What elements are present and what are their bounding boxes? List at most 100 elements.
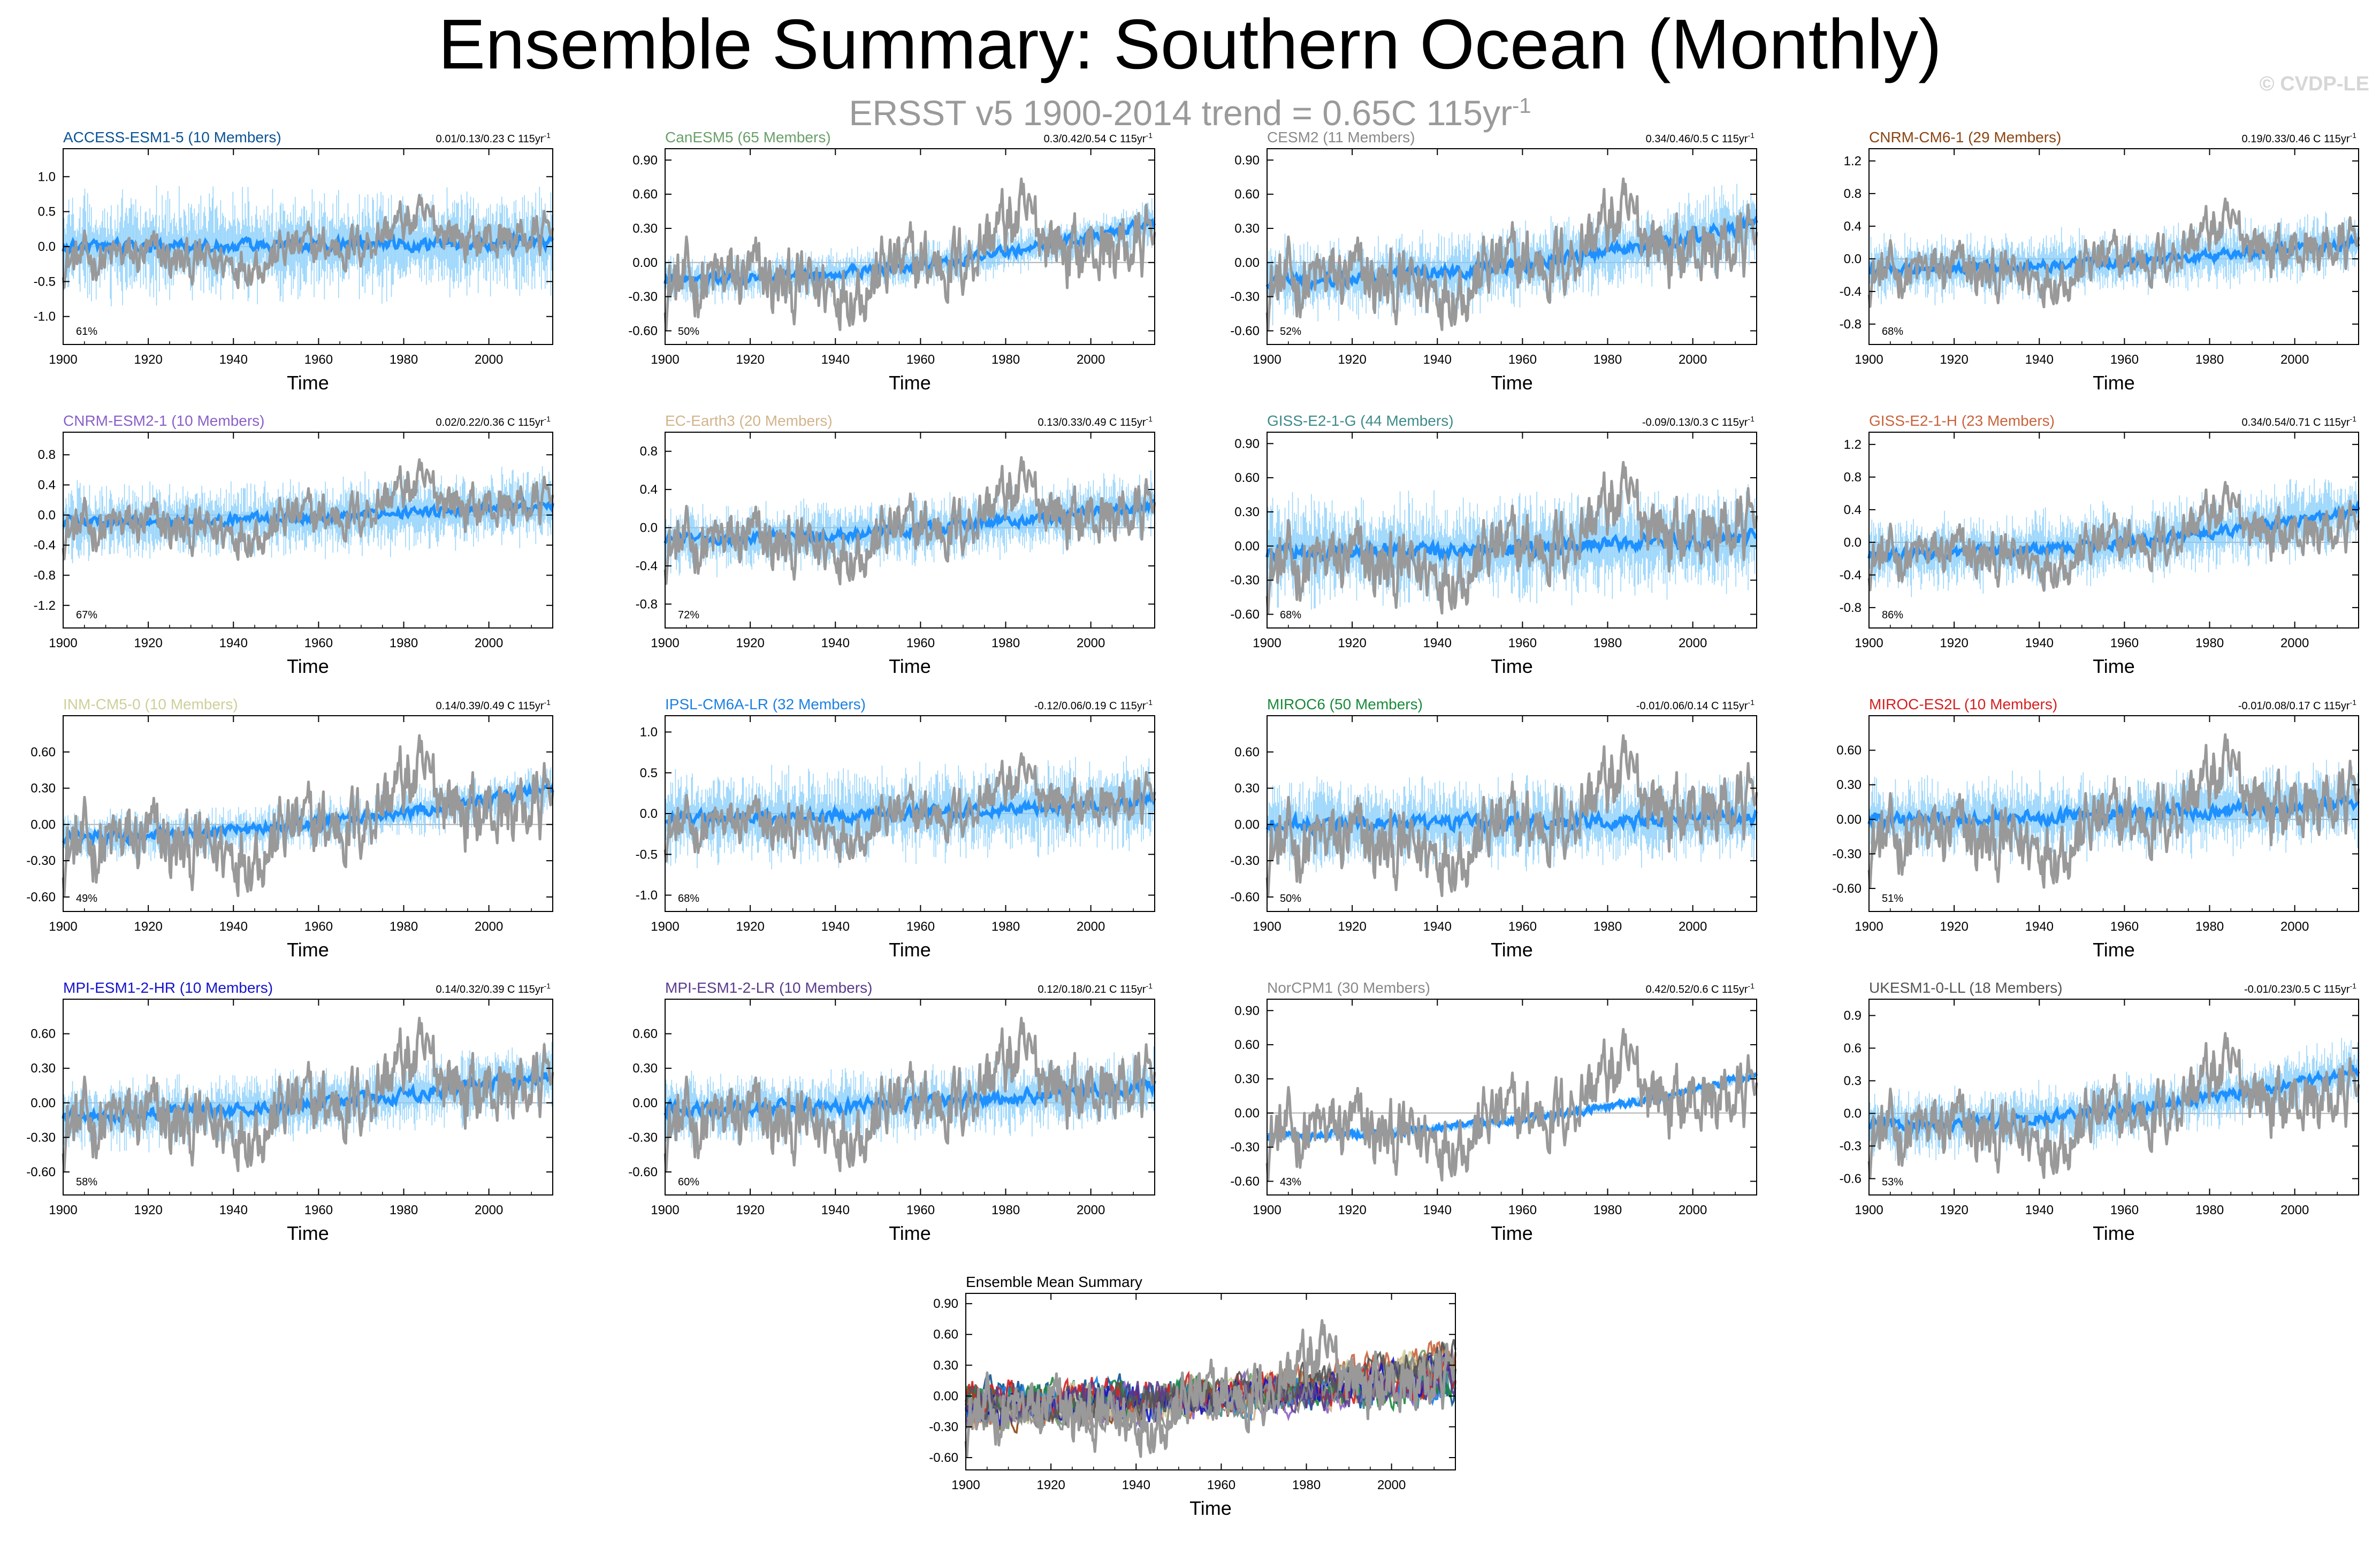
- panel-title: UKESM1-0-LL (18 Members): [1869, 979, 2063, 996]
- y-tick-label: -0.30: [929, 1420, 958, 1434]
- x-tick-label: 1960: [906, 919, 935, 934]
- x-tick-label: 1900: [651, 1203, 679, 1217]
- panel-title: MIROC6 (50 Members): [1267, 696, 1423, 712]
- x-tick-label: 2000: [1077, 919, 1105, 934]
- panel-title: CanESM5 (65 Members): [665, 129, 831, 145]
- panel-title: IPSL-CM6A-LR (32 Members): [665, 696, 866, 712]
- y-tick-label: 0.00: [30, 817, 56, 832]
- x-tick-label: 1900: [1855, 1203, 1883, 1217]
- x-tick-label: 2000: [1679, 1203, 1707, 1217]
- y-tick-label: 0.0: [38, 240, 56, 254]
- y-tick-label: -1.0: [636, 888, 658, 903]
- panel-title: MPI-ESM1-2-LR (10 Members): [665, 979, 872, 996]
- y-tick-label: 0.00: [1234, 256, 1260, 270]
- x-tick-label: 1920: [1940, 1203, 1968, 1217]
- trend-label: 0.01/0.13/0.23 C 115yr-1: [436, 131, 551, 145]
- x-tick-label: 2000: [2280, 919, 2309, 934]
- panel-title: ACCESS-ESM1-5 (10 Members): [63, 129, 281, 145]
- chart-panel-mpi-esm1-2-hr: MPI-ESM1-2-HR (10 Members) 0.14/0.32/0.39…: [26, 979, 554, 1244]
- y-tick-label: 0.6: [1844, 1041, 1862, 1056]
- plot-frame: [1868, 999, 2359, 1196]
- y-tick-label: 0.60: [1234, 471, 1260, 485]
- percent-label: 50%: [678, 326, 699, 338]
- x-tick-label: 2000: [1377, 1478, 1406, 1492]
- x-tick-label: 1920: [1338, 919, 1366, 934]
- y-tick-label: 1.2: [1844, 154, 1862, 168]
- chart-panel-ukesm1-0-ll: UKESM1-0-LL (18 Members) -0.01/0.23/0.5 C…: [1840, 979, 2360, 1244]
- y-tick-label: 0.30: [1234, 221, 1260, 236]
- x-tick-label: 1980: [390, 919, 418, 934]
- chart-panel-giss-e2-1-h: GISS-E2-1-H (23 Members) 0.34/0.54/0.71 C…: [1840, 412, 2360, 677]
- y-tick-label: 0.30: [30, 781, 56, 796]
- x-tick-label: 1960: [906, 636, 935, 650]
- x-tick-label: 2000: [1077, 636, 1105, 650]
- y-tick-label: -1.0: [34, 310, 56, 324]
- x-tick-label: 1980: [1292, 1478, 1321, 1492]
- plot-frame: [1868, 432, 2359, 629]
- y-tick-label: -0.5: [34, 274, 56, 289]
- y-tick-label: 0.00: [1234, 539, 1260, 554]
- observed-line: [62, 1016, 554, 1173]
- x-tick-label: 1960: [1207, 1478, 1235, 1492]
- y-tick-label: -0.3: [1840, 1139, 1862, 1154]
- y-tick-label: 0.30: [632, 1061, 658, 1076]
- x-tick-label: 1960: [2110, 919, 2139, 934]
- y-tick-label: -0.60: [1832, 882, 1862, 896]
- y-tick-label: -0.60: [929, 1451, 958, 1465]
- y-tick-label: -0.30: [1230, 1140, 1260, 1155]
- y-tick-label: 0.60: [632, 1027, 658, 1041]
- x-tick-label: 1940: [219, 1203, 248, 1217]
- x-tick-label: 1980: [2195, 636, 2224, 650]
- x-tick-label: 1940: [821, 919, 850, 934]
- x-tick-label: 1940: [1423, 636, 1452, 650]
- x-tick-label: 1920: [1338, 1203, 1366, 1217]
- y-tick-label: -0.30: [26, 854, 56, 868]
- trend-label: 0.12/0.18/0.21 C 115yr-1: [1038, 982, 1153, 995]
- y-tick-label: 0.00: [1234, 817, 1260, 832]
- y-tick-label: -0.30: [628, 290, 658, 304]
- y-tick-label: -0.4: [1840, 285, 1862, 299]
- x-tick-label: 1900: [1253, 352, 1281, 367]
- x-tick-label: 2000: [2280, 636, 2309, 650]
- y-tick-label: 0.0: [640, 807, 658, 821]
- y-tick-label: 0.00: [1234, 1106, 1260, 1121]
- percent-label: 68%: [1280, 609, 1301, 621]
- chart-panel-canesm5: CanESM5 (65 Members) 0.3/0.42/0.54 C 115y…: [628, 129, 1156, 394]
- x-tick-label: 1920: [134, 1203, 162, 1217]
- trend-label: 0.3/0.42/0.54 C 115yr-1: [1044, 131, 1153, 145]
- y-tick-label: 0.5: [38, 205, 56, 219]
- x-tick-label: 2000: [475, 919, 503, 934]
- plot-frame: [1868, 148, 2359, 345]
- y-tick-label: -0.30: [628, 1130, 658, 1145]
- copyright-watermark: © CVDP-LE: [2259, 73, 2369, 95]
- percent-label: 52%: [1280, 326, 1301, 338]
- trend-label: 0.14/0.39/0.49 C 115yr-1: [436, 698, 551, 712]
- x-tick-label: 1980: [390, 636, 418, 650]
- y-tick-label: -0.8: [1840, 317, 1862, 332]
- x-axis-label: Time: [1491, 1222, 1533, 1244]
- observed-line: [663, 752, 1156, 863]
- x-tick-label: 1940: [2025, 1203, 2054, 1217]
- y-tick-label: 0.4: [1844, 503, 1862, 517]
- y-tick-label: 0.0: [1844, 252, 1862, 266]
- x-tick-label: 2000: [475, 352, 503, 367]
- page-subtitle: ERSST v5 1900-2014 trend = 0.65C 115yr-1: [0, 85, 2380, 134]
- x-axis-label: Time: [287, 655, 329, 677]
- page-title: Ensemble Summary: Southern Ocean (Monthl…: [438, 5, 1942, 83]
- x-tick-label: 2000: [475, 636, 503, 650]
- observed-line: [1867, 733, 2360, 889]
- y-tick-label: 0.4: [1844, 219, 1862, 234]
- x-tick-label: 1940: [821, 352, 850, 367]
- y-tick-label: 0.00: [933, 1389, 958, 1404]
- y-tick-label: -0.5: [636, 847, 658, 862]
- y-tick-label: 0.0: [640, 521, 658, 535]
- x-tick-label: 1920: [1940, 636, 1968, 650]
- y-tick-label: -0.60: [628, 1165, 658, 1179]
- y-tick-label: 0.00: [632, 1096, 658, 1110]
- panel-title: CNRM-ESM2-1 (10 Members): [63, 412, 265, 429]
- y-tick-label: 0.00: [1836, 813, 1862, 827]
- y-tick-label: -0.6: [1840, 1172, 1862, 1186]
- y-tick-label: 0.0: [38, 508, 56, 523]
- y-tick-label: 0.60: [1836, 744, 1862, 758]
